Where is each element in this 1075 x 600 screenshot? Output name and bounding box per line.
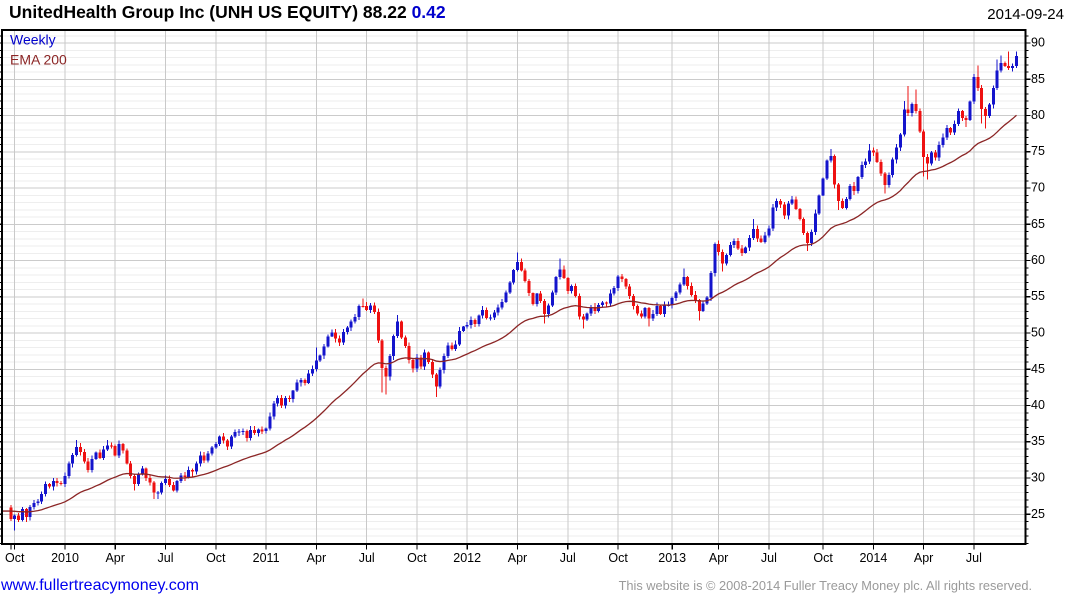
svg-text:Oct: Oct <box>206 551 226 565</box>
svg-text:30: 30 <box>1031 471 1045 485</box>
svg-text:35: 35 <box>1031 434 1045 448</box>
svg-text:Apr: Apr <box>914 551 933 565</box>
svg-text:25: 25 <box>1031 507 1045 521</box>
svg-text:40: 40 <box>1031 398 1045 412</box>
svg-text:2011: 2011 <box>253 551 280 565</box>
svg-text:Oct: Oct <box>5 551 25 565</box>
svg-text:2014-09-24: 2014-09-24 <box>987 6 1064 23</box>
svg-text:2010: 2010 <box>51 551 79 565</box>
svg-text:Apr: Apr <box>709 551 728 565</box>
svg-text:Oct: Oct <box>608 551 628 565</box>
svg-text:60: 60 <box>1031 253 1045 267</box>
svg-text:85: 85 <box>1031 72 1045 86</box>
svg-text:50: 50 <box>1031 326 1045 340</box>
svg-text:Jul: Jul <box>761 551 777 565</box>
svg-text:Oct: Oct <box>813 551 833 565</box>
svg-text:90: 90 <box>1031 36 1045 50</box>
svg-text:55: 55 <box>1031 289 1045 303</box>
svg-text:2012: 2012 <box>453 551 481 565</box>
svg-text:EMA 200: EMA 200 <box>10 52 67 68</box>
svg-text:Weekly: Weekly <box>10 32 56 48</box>
svg-text:45: 45 <box>1031 362 1045 376</box>
svg-text:2013: 2013 <box>658 551 686 565</box>
svg-text:Jul: Jul <box>359 551 375 565</box>
svg-text:Oct: Oct <box>407 551 427 565</box>
svg-text:www.fullertreacymoney.com: www.fullertreacymoney.com <box>0 577 199 594</box>
svg-text:Apr: Apr <box>508 551 527 565</box>
svg-text:Jul: Jul <box>560 551 576 565</box>
svg-text:This website is © 2008-2014 Fu: This website is © 2008-2014 Fuller Treac… <box>619 578 1032 593</box>
svg-text:Jul: Jul <box>158 551 174 565</box>
svg-text:Apr: Apr <box>105 551 124 565</box>
svg-text:2014: 2014 <box>859 551 887 565</box>
svg-text:80: 80 <box>1031 108 1045 122</box>
svg-text:65: 65 <box>1031 217 1045 231</box>
svg-text:UnitedHealth Group Inc (UNH US: UnitedHealth Group Inc (UNH US EQUITY) 8… <box>9 2 446 22</box>
svg-text:Jul: Jul <box>966 551 982 565</box>
svg-text:75: 75 <box>1031 144 1045 158</box>
svg-text:Apr: Apr <box>307 551 326 565</box>
svg-text:70: 70 <box>1031 181 1045 195</box>
